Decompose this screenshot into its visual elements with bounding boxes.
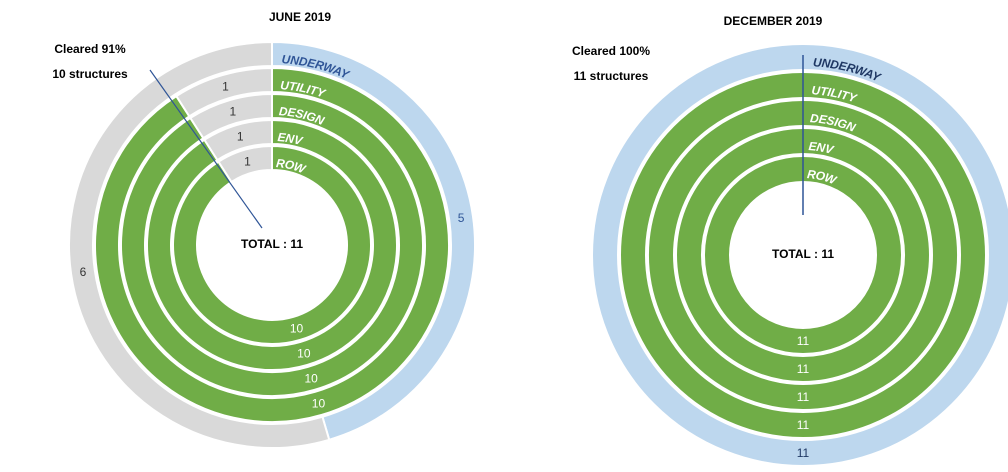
value-label: 6 bbox=[80, 265, 87, 279]
ring-name: ENV bbox=[808, 139, 836, 157]
value-label: 11 bbox=[797, 446, 810, 460]
value-label: 1 bbox=[222, 80, 229, 94]
annotation: 10 structures bbox=[52, 67, 128, 81]
value-label: 11 bbox=[797, 362, 810, 376]
ring-segment bbox=[591, 42, 1008, 468]
ring-segment bbox=[68, 40, 331, 449]
value-label: 5 bbox=[458, 211, 465, 225]
ring-segment bbox=[217, 144, 273, 184]
value-label: 10 bbox=[304, 371, 318, 385]
ring-segment bbox=[619, 70, 987, 440]
value-label: 11 bbox=[797, 418, 810, 432]
ring-segment bbox=[94, 66, 450, 423]
center-label: TOTAL : 11 bbox=[241, 237, 303, 251]
value-label: 10 bbox=[312, 396, 326, 410]
chart-title: DECEMBER 2019 bbox=[724, 14, 823, 28]
value-label: 11 bbox=[797, 334, 810, 348]
value-label: 1 bbox=[244, 155, 251, 169]
value-label: 11 bbox=[797, 390, 810, 404]
ring-segment bbox=[647, 98, 959, 412]
ring-segment bbox=[146, 118, 398, 371]
ring-segment bbox=[675, 126, 931, 384]
value-label: 10 bbox=[297, 346, 311, 360]
center-label: TOTAL : 11 bbox=[772, 247, 834, 261]
ring-segment bbox=[174, 66, 273, 118]
ring-segment bbox=[172, 144, 373, 345]
ring-name-path: ENV bbox=[808, 139, 836, 157]
ring-segment bbox=[120, 92, 424, 397]
annotation: Cleared 100% bbox=[572, 44, 650, 58]
annotation: Cleared 91% bbox=[54, 42, 126, 56]
value-label: 10 bbox=[290, 321, 304, 335]
ring-name: ENV bbox=[277, 130, 305, 148]
value-label: 1 bbox=[237, 130, 244, 144]
ring-segment bbox=[188, 92, 273, 140]
ring-segment bbox=[203, 118, 273, 162]
leader-line bbox=[149, 69, 263, 229]
rings bbox=[68, 40, 1008, 468]
ring-name-path: ENV bbox=[277, 130, 305, 148]
ring-segment bbox=[703, 154, 903, 356]
chart-title: JUNE 2019 bbox=[269, 10, 331, 24]
annotation: 11 structures bbox=[574, 69, 649, 83]
value-label: 1 bbox=[229, 105, 236, 119]
